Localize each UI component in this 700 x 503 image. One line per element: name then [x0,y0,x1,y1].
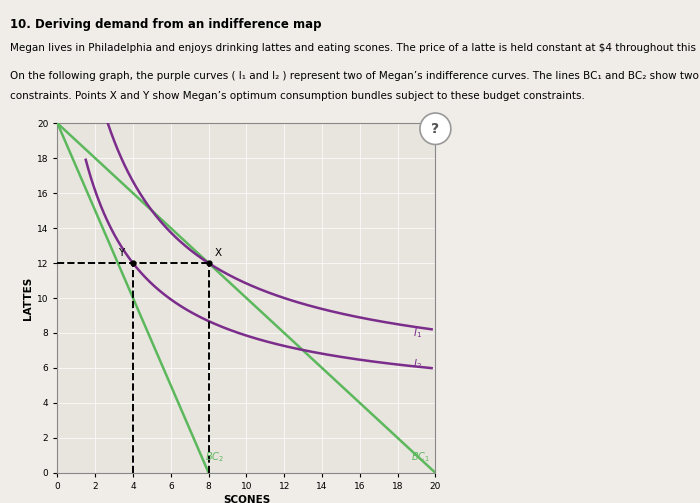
Text: constraints. Points X and Y show Megan’s optimum consumption bundles subject to : constraints. Points X and Y show Megan’s… [10,91,585,101]
X-axis label: SCONES: SCONES [223,495,270,503]
Y-axis label: LATTES: LATTES [22,277,33,319]
Text: On the following graph, the purple curves ( I₁ and I₂ ) represent two of Megan’s: On the following graph, the purple curve… [10,71,700,81]
Circle shape [420,113,451,144]
Text: Y: Y [118,248,124,258]
Text: $I_2$: $I_2$ [413,358,421,371]
Text: X: X [214,248,221,258]
Text: $BC_2$: $BC_2$ [204,450,224,464]
Text: $I_1$: $I_1$ [413,326,422,340]
Text: Megan lives in Philadelphia and enjoys drinking lattes and eating scones. The pr: Megan lives in Philadelphia and enjoys d… [10,43,700,53]
Text: 10. Deriving demand from an indifference map: 10. Deriving demand from an indifference… [10,18,322,31]
Text: $BC_1$: $BC_1$ [411,450,430,464]
Text: ?: ? [431,122,440,136]
